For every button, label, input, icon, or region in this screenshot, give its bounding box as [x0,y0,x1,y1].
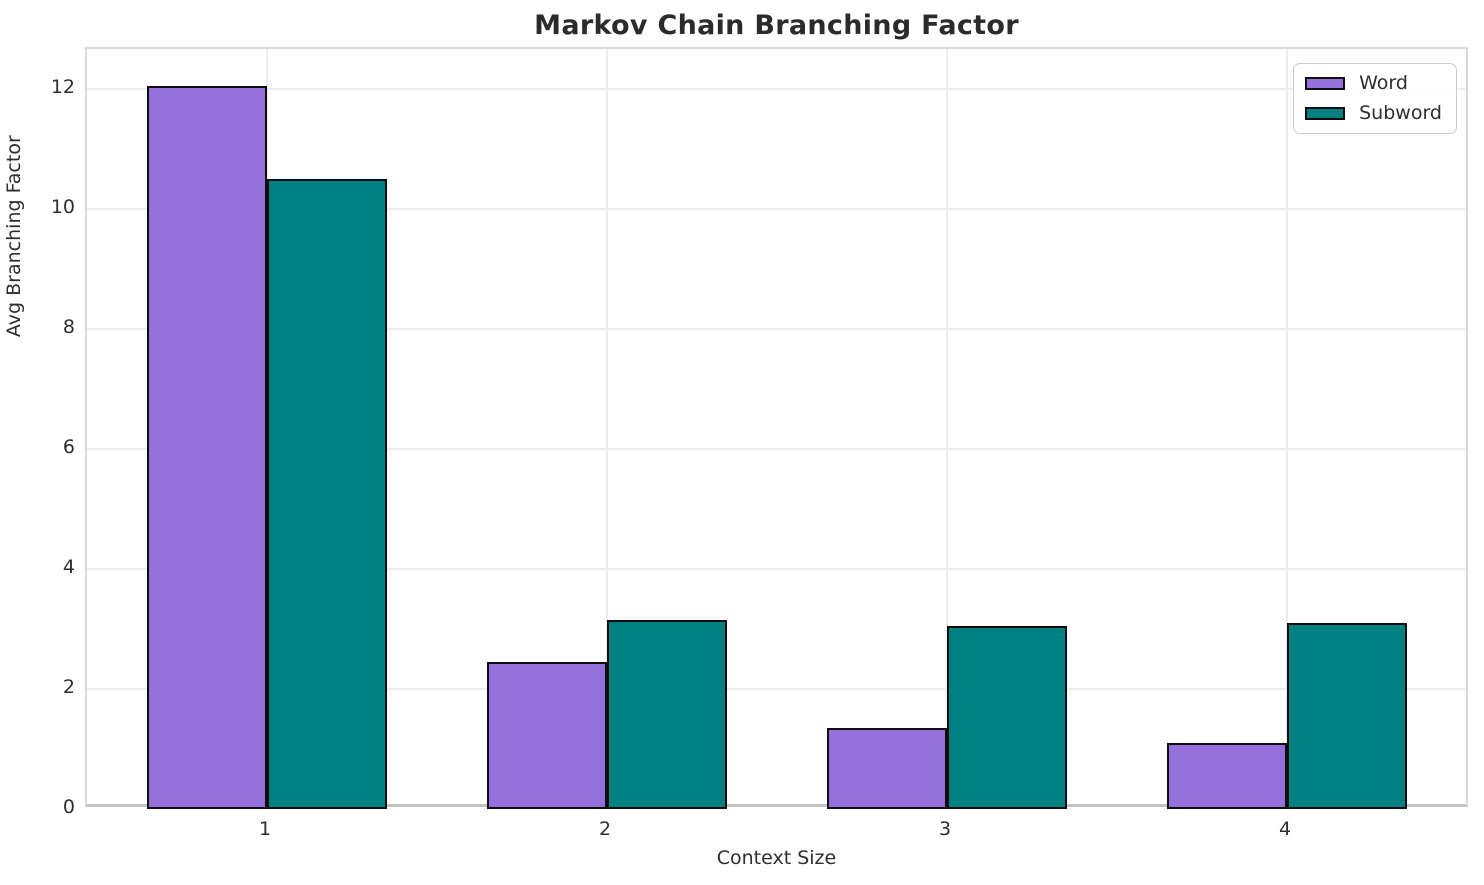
gridline-x-4 [1286,49,1288,804]
legend-item-word: Word [1305,73,1442,94]
gridline-y-2 [87,688,1466,691]
bar-subword-3 [947,626,1067,809]
legend-item-subword: Subword [1305,101,1442,124]
y-tick-label-0: 0 [62,796,75,818]
y-tick-label-6: 6 [62,436,75,459]
bar-subword-2 [607,620,727,809]
plot-area: Word Subword [85,47,1468,809]
legend-swatch-subword [1305,106,1346,120]
x-tick-label-4: 4 [1278,818,1292,840]
x-tick-label-1: 1 [258,818,272,840]
bar-word-2 [487,662,607,809]
x-tick-label-2: 2 [598,818,612,840]
chart-title: Markov Chain Branching Factor [534,10,1019,41]
gridline-y-6 [87,448,1466,451]
y-tick-label-4: 4 [62,556,75,579]
bar-subword-1 [267,179,387,809]
x-axis-label: Context Size [716,847,837,869]
legend: Word Subword [1293,63,1457,134]
x-tick-label-3: 3 [938,818,952,840]
y-tick-label-2: 2 [62,676,75,699]
gridline-y-8 [87,328,1466,331]
gridline-y-4 [87,568,1466,571]
bar-word-4 [1167,743,1287,809]
y-tick-label-8: 8 [62,316,75,339]
gridline-y-12 [87,88,1466,91]
bar-subword-4 [1287,623,1407,809]
gridline-x-2 [606,49,608,804]
bar-word-3 [827,728,947,809]
bar-word-1 [147,86,267,809]
gridline-y-10 [87,208,1466,211]
legend-swatch-word [1305,76,1346,90]
legend-label-subword: Subword [1359,101,1442,124]
gridline-x-3 [946,49,948,804]
legend-label-word: Word [1359,72,1408,94]
y-axis-label: Avg Branching Factor [3,135,25,338]
y-tick-label-10: 10 [50,196,75,219]
y-tick-label-12: 12 [50,76,75,99]
